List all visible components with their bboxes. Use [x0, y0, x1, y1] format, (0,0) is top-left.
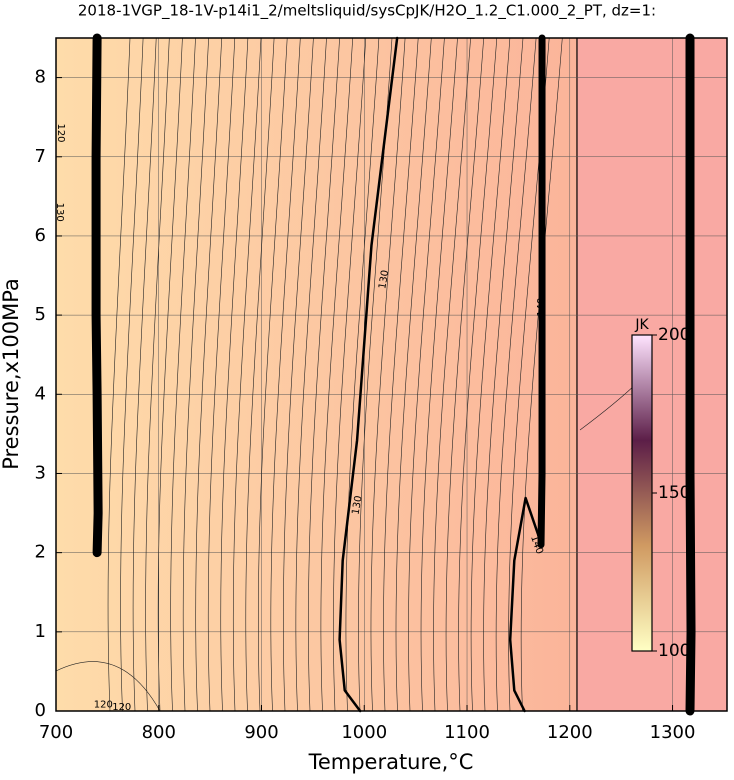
- x-tick-label: 1100: [444, 722, 490, 743]
- thin-contour: [145, 37, 170, 712]
- chart-title: 2018-1VGP_18-1V-p14i1_2/meltsliquid/sysC…: [78, 2, 656, 21]
- contour-label: 120: [94, 700, 113, 711]
- thin-contour: [458, 37, 498, 712]
- thin-contour: [483, 37, 524, 712]
- contour-line: [685, 33, 696, 716]
- thin-contour: [520, 37, 563, 712]
- x-tick-label: 1200: [547, 722, 593, 743]
- thin-contour: [120, 37, 144, 712]
- thin-contour: [320, 37, 353, 712]
- x-tick-label: 900: [244, 722, 278, 743]
- colorbar: [631, 334, 653, 652]
- y-tick-label: 6: [35, 225, 46, 246]
- y-tick-label: 5: [35, 304, 46, 325]
- contour-line: [91, 33, 103, 558]
- colorbar-label: JK: [634, 317, 649, 333]
- contour-label: 120: [112, 702, 131, 713]
- contour-label: 130: [377, 269, 391, 290]
- thin-contour: [132, 37, 157, 712]
- thin-contour: [383, 37, 419, 712]
- thin-contour: [220, 37, 249, 712]
- thin-contour: [232, 37, 262, 712]
- x-tick-label: 700: [39, 722, 73, 743]
- x-tick-label: 1000: [341, 722, 387, 743]
- y-tick-label: 0: [35, 700, 46, 721]
- contour-label: 120: [55, 123, 66, 142]
- y-tick-label: 1: [35, 621, 46, 642]
- thin-contour: [308, 37, 340, 712]
- thin-contour: [55, 661, 161, 712]
- thin-contour: [370, 37, 406, 712]
- thin-contour: [270, 37, 301, 712]
- y-tick-label: 8: [35, 67, 46, 88]
- contour-label: 130: [54, 203, 65, 222]
- background: [55, 38, 727, 712]
- y-tick-label: 3: [35, 462, 46, 483]
- thin-contour: [283, 37, 314, 712]
- region: [56, 38, 577, 711]
- thin-contour: [182, 37, 209, 712]
- contour-label: 140: [536, 298, 547, 317]
- x-axis-label: Temperature,°C: [308, 750, 474, 774]
- thin-contour: [395, 37, 432, 712]
- thin-contour: [333, 37, 367, 712]
- x-tick-label: 800: [142, 722, 176, 743]
- thin-contour: [345, 37, 380, 712]
- y-axis-label: Pressure,x100MPa: [0, 278, 23, 470]
- thin-contour: [295, 37, 327, 712]
- thin-contour: [245, 37, 275, 712]
- thin-contours: [55, 37, 641, 712]
- x-tick-label: 1300: [650, 722, 696, 743]
- thin-contour: [195, 37, 222, 712]
- thin-contour: [257, 37, 288, 712]
- y-tick-label: 4: [35, 383, 46, 404]
- thin-contour: [170, 37, 196, 712]
- thin-contour: [408, 37, 445, 712]
- thin-contour: [470, 37, 511, 712]
- colorbar-tick-label: 200: [658, 325, 690, 345]
- thin-contour: [420, 37, 458, 712]
- contour-line: [537, 34, 546, 549]
- thin-contour: [433, 37, 471, 712]
- plot-frame: [55, 37, 728, 712]
- thin-contour: [157, 37, 183, 712]
- thin-contour: [107, 37, 131, 712]
- thin-contour: [445, 37, 484, 712]
- thin-contour: [495, 37, 537, 712]
- contour-line: [508, 496, 542, 713]
- thin-contour: [207, 37, 236, 712]
- colorbar-tick-label: 100: [658, 641, 690, 661]
- y-tick-label: 7: [35, 146, 46, 167]
- colorbar-tick-label: 150: [658, 483, 690, 503]
- y-tick-label: 2: [35, 542, 46, 563]
- contour-label: 130: [350, 495, 364, 516]
- contour-line: [338, 36, 399, 713]
